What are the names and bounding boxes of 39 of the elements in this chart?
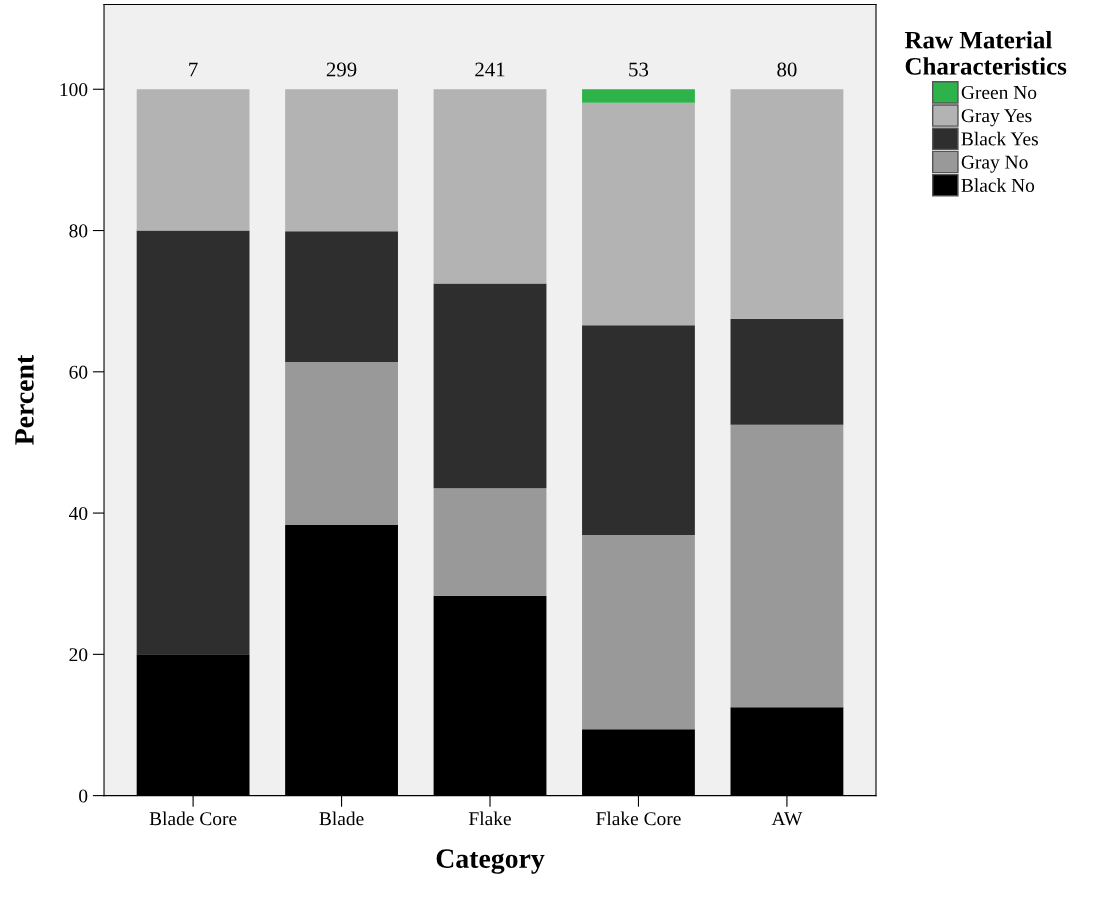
bar (730, 318, 844, 425)
bar (433, 283, 547, 489)
annotation: 53 (629, 62, 649, 77)
bar (730, 424, 844, 708)
x-tick-label: Flake Core (596, 811, 681, 826)
y-tick-label: 60 (69, 365, 88, 379)
bar (582, 102, 695, 326)
legend-label: Black No (961, 178, 1035, 192)
y-tick-label: 100 (60, 83, 88, 97)
annotation: 80 (777, 62, 797, 77)
x-tick-label: AW (771, 812, 803, 826)
bar (285, 89, 398, 232)
annotation: 7 (189, 62, 198, 77)
annotation: 299 (326, 62, 357, 77)
y-tick-label: 0 (79, 789, 88, 803)
x-tick-label: Blade Core (149, 811, 237, 826)
legend-title: Raw Material Characteristics (904, 30, 1067, 75)
x-axis-title: Category (436, 849, 545, 874)
legend-label: Gray No (961, 155, 1028, 173)
y-tick-label: 20 (69, 648, 88, 662)
annotation: 241 (475, 62, 505, 77)
legend-label: Green No (961, 85, 1037, 100)
y-axis-title: Percent (15, 354, 34, 445)
legend-label: Black Yes (961, 131, 1038, 146)
bar (730, 89, 844, 319)
x-tick-label: Flake (468, 811, 511, 826)
bar (136, 89, 250, 231)
bar (582, 89, 695, 103)
bar (285, 231, 398, 362)
bar (433, 89, 547, 284)
y-tick-label: 80 (69, 224, 88, 238)
legend-label: Gray Yes (961, 109, 1032, 127)
bar (285, 361, 398, 526)
x-tick-label: Blade (319, 811, 364, 826)
y-tick-label: 40 (68, 506, 88, 521)
bar (136, 230, 250, 655)
bar (582, 534, 695, 730)
bar (433, 488, 547, 596)
bar (582, 325, 695, 535)
